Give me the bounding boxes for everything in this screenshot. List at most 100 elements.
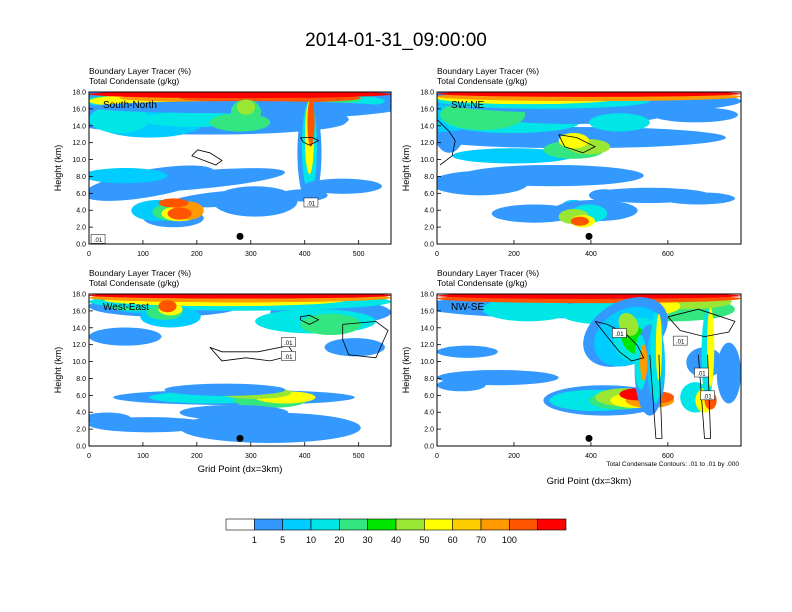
contour-label: .01 [94,238,103,244]
colorbar-label: 5 [280,535,285,545]
y-tick-label: 10.0 [72,359,86,366]
tracer-region [300,313,361,336]
colorbar-label: 1 [252,535,257,545]
colorbar-swatch [395,518,425,531]
colorbar-label: 70 [476,535,486,545]
y-tick-label: 4.0 [424,208,434,215]
x-tick-label: 400 [299,453,311,460]
colorbar-label: 10 [306,535,316,545]
colorbar: 1 5 10 20 30 40 50 60 70 100 [225,518,567,545]
y-tick-label: 0.0 [424,444,434,451]
colorbar-swatch [339,518,368,531]
y-tick-label: 12.0 [420,140,434,147]
y-tick-label: 16.0 [72,308,86,315]
contour-line [342,320,389,359]
title-line1: Boundary Layer Tracer (%) [437,66,539,76]
contour-line [558,134,596,154]
tracer-region [661,192,735,205]
x-tick-label: 0 [87,453,91,460]
tracer-region [706,307,715,387]
contour-label: .01 [284,341,293,347]
y-tick-label: 0.0 [76,444,86,451]
y-axis-label: Height (km) [53,145,63,192]
tracer-region [236,99,256,115]
y-tick-label: 8.0 [76,174,86,181]
tracer-region [89,412,132,425]
tracer-region [89,92,391,99]
colorbar-label: 30 [363,535,373,545]
location-marker [236,434,244,442]
contour-label-box [281,351,296,361]
colorbar-swatch [254,518,283,531]
y-tick-label: 4.0 [76,208,86,215]
x-tick-label: 300 [245,453,257,460]
contour-label: .01 [697,372,706,378]
y-tick-label: 0.0 [76,242,86,249]
colorbar-label: 40 [391,535,401,545]
title-line2: Total Condensate (g/kg) [89,278,179,288]
panel-west-east: .01 .01 West-East Boundary Layer Tracer (%)… [53,268,392,475]
tracer-region [158,300,177,313]
panel-south-north: .01 .01 South-North Boundary Layer Tracer (… [53,66,392,258]
y-axis-label: Height (km) [401,145,411,192]
colorbar-swatch [225,518,255,531]
tracer-region [167,189,289,208]
tracer-region [716,342,741,404]
y-tick-label: 16.0 [420,106,434,113]
panel-label: South-North [103,100,157,111]
contour-label-box [694,367,709,378]
x-tick-label: 200 [508,453,520,460]
tracer-region [482,297,574,322]
y-axis-label: Height (km) [53,347,63,394]
x-tick-label: 200 [191,453,203,460]
contour-label: .01 [703,394,712,400]
tracer-region [104,168,285,193]
y-tick-label: 10.0 [72,157,86,164]
tracer-region [437,379,486,392]
tracer-region [589,113,650,132]
contour-line [299,314,320,325]
tracer-region [89,168,168,184]
colorbar-label: 100 [502,535,517,545]
y-tick-label: 6.0 [76,191,86,198]
y-tick-label: 18.0 [72,292,86,299]
y-tick-label: 12.0 [72,342,86,349]
x-axis-label: Grid Point (dx=3km) [547,476,632,487]
tracer-region [303,178,382,194]
colorbar-swatch [452,518,482,531]
tracer-region [452,148,574,164]
colorbar-label: 60 [448,535,458,545]
y-tick-label: 16.0 [72,106,86,113]
y-tick-label: 16.0 [420,308,434,315]
filled-contours [89,92,391,228]
tracer-region [437,92,741,97]
plot-frame [88,293,392,447]
x-tick-label: 0 [435,453,439,460]
y-tick-label: 0.0 [424,242,434,249]
y-tick-label: 6.0 [424,191,434,198]
x-axis-label: Grid Point (dx=3km) [198,464,283,475]
tracer-region [655,313,662,381]
tracer-region [461,164,644,187]
contour-line [437,119,456,166]
contour-label-box [303,197,319,208]
colorbar-label: 50 [419,535,429,545]
y-tick-label: 2.0 [424,225,434,232]
x-tick-label: 400 [585,251,597,258]
tracer-region [570,216,589,226]
plot-frame [88,91,392,245]
x-tick-label: 500 [353,251,365,258]
contour-label: .01 [307,201,316,207]
colorbar-swatch [310,518,340,531]
condensate-contours [191,137,320,166]
filled-contours [437,92,741,228]
tracer-region [589,189,620,202]
colorbar-swatch [367,518,397,531]
x-tick-label: 100 [137,453,149,460]
contour-label: .01 [284,355,293,361]
y-tick-label: 18.0 [420,90,434,97]
plot-frame [436,293,742,447]
colorbar-swatch [424,518,453,531]
contour-label-box [700,390,715,401]
